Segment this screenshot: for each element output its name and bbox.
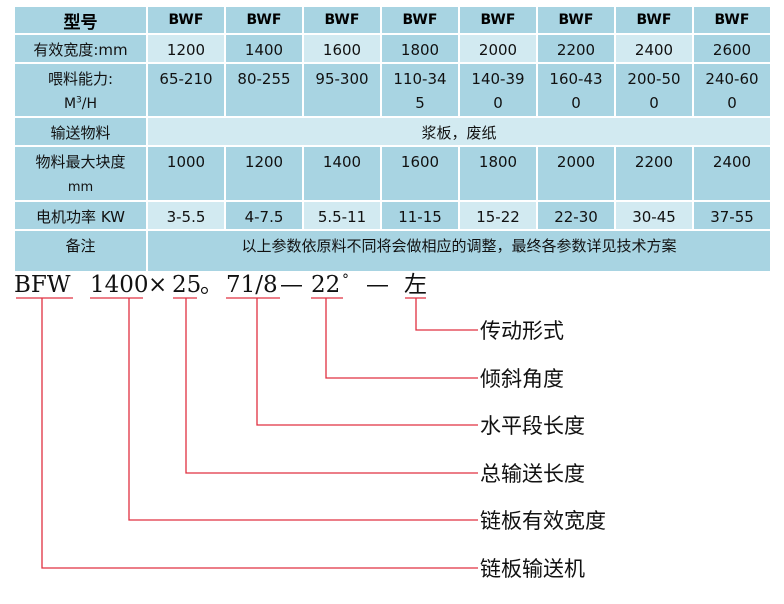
leader-line-width <box>90 297 478 521</box>
label-text: 喂料能力: <box>47 70 114 88</box>
cell: 1600 <box>304 35 380 62</box>
cell: 11-15 <box>382 202 458 229</box>
label-machine-type: 链板输送机 <box>480 557 585 581</box>
cell: 2400 <box>616 35 692 62</box>
row-label: 喂料能力: M3/H <box>15 64 146 116</box>
model-cell: BWF <box>460 7 536 33</box>
row-label: 有效宽度:mm <box>15 35 146 62</box>
cell: 1800 <box>382 35 458 62</box>
cell: 1000 <box>148 147 224 200</box>
cell: 2000 <box>538 147 614 200</box>
cell: 110-34 5 <box>382 64 458 116</box>
table-row-note: 备注 以上参数依原料不同将会做相应的调整，最终各参数详见技术方案 <box>15 231 770 271</box>
table-row-lump: 物料最大块度 mm 1000 1200 1400 1600 1800 2000 2… <box>15 147 770 200</box>
code-times: × <box>148 272 167 298</box>
leader-line-angle <box>311 297 478 379</box>
cell: 2200 <box>616 147 692 200</box>
label-incline-angle: 倾斜角度 <box>480 367 564 391</box>
cell: 200-50 0 <box>616 64 692 116</box>
cell: 240-60 0 <box>694 64 770 116</box>
leader-line-length <box>173 297 478 474</box>
table-row-model: 型号 BWF BWF BWF BWF BWF BWF BWF BWF <box>15 7 770 33</box>
cell: 1400 <box>226 35 302 62</box>
cell: 37-55 <box>694 202 770 229</box>
note-cell: 以上参数依原料不同将会做相应的调整，最终各参数详见技术方案 <box>148 231 770 271</box>
code-drive: 左 <box>404 272 427 298</box>
row-label: 型号 <box>15 7 146 33</box>
code-angle: 22 <box>311 272 340 298</box>
leader-line-horizontal <box>226 297 478 426</box>
cell: 2600 <box>694 35 770 62</box>
code-width: 1400 <box>90 272 149 298</box>
label-text: 物料最大块度 <box>35 153 126 171</box>
cell: 1400 <box>304 147 380 200</box>
cell: 15-22 <box>460 202 536 229</box>
cell: 140-39 0 <box>460 64 536 116</box>
code-dash: — <box>280 272 303 298</box>
model-cell: BWF <box>538 7 614 33</box>
row-label: 备注 <box>15 231 146 271</box>
table-row-width: 有效宽度:mm 1200 1400 1600 1800 2000 2200 24… <box>15 35 770 62</box>
unit-rest: /H <box>81 96 98 112</box>
model-code-diagram: BFW 1400 × 25 。 71/8 — 22 ° — 左 传动形式 倾斜角… <box>14 272 606 581</box>
code-length: 25 <box>172 272 201 298</box>
code-dash2: — <box>366 272 389 298</box>
label-effective-width: 链板有效宽度 <box>480 509 606 533</box>
model-cell: BWF <box>226 7 302 33</box>
cell: 1600 <box>382 147 458 200</box>
cell: 80-255 <box>226 64 302 116</box>
code-dot: 。 <box>200 272 223 298</box>
cell: 95-300 <box>304 64 380 116</box>
cell: 1200 <box>226 147 302 200</box>
cell: 22-30 <box>538 202 614 229</box>
unit-main: M <box>63 96 77 112</box>
row-label: 电机功率 KW <box>15 202 146 229</box>
cell: 65-210 <box>148 64 224 116</box>
model-cell: BWF <box>616 7 692 33</box>
row-label: 输送物料 <box>15 118 146 145</box>
model-cell: BWF <box>304 7 380 33</box>
cell: 1800 <box>460 147 536 200</box>
row-label: 物料最大块度 mm <box>15 147 146 200</box>
cell: 160-43 0 <box>538 64 614 116</box>
unit-text: mm <box>67 180 94 195</box>
unit-text: M3/H <box>64 96 97 112</box>
cell: 2200 <box>538 35 614 62</box>
code-bfw: BFW <box>14 272 71 298</box>
code-degree: ° <box>342 272 349 288</box>
leader-line-drive <box>405 297 478 331</box>
cell: 2400 <box>694 147 770 200</box>
cell: 3-5.5 <box>148 202 224 229</box>
table-row-capacity: 喂料能力: M3/H 65-210 80-255 95-300 110-34 5 … <box>15 64 770 116</box>
table-row-power: 电机功率 KW 3-5.5 4-7.5 5.5-11 11-15 15-22 2… <box>15 202 770 229</box>
cell: 1200 <box>148 35 224 62</box>
table-row-material: 输送物料 浆板，废纸 <box>15 118 770 145</box>
cell: 4-7.5 <box>226 202 302 229</box>
label-horizontal-length: 水平段长度 <box>480 414 585 438</box>
material-cell: 浆板，废纸 <box>148 118 770 145</box>
cell: 30-45 <box>616 202 692 229</box>
model-cell: BWF <box>694 7 770 33</box>
label-total-length: 总输送长度 <box>480 462 585 486</box>
spec-table: 型号 BWF BWF BWF BWF BWF BWF BWF BWF 有效宽度:… <box>13 5 772 273</box>
model-cell: BWF <box>148 7 224 33</box>
leader-line-type <box>16 297 478 569</box>
code-horizontal: 71/8 <box>226 272 278 298</box>
model-cell: BWF <box>382 7 458 33</box>
model-code: BFW 1400 × 25 。 71/8 — 22 ° — 左 <box>14 272 427 298</box>
cell: 2000 <box>460 35 536 62</box>
unit-sup: 3 <box>76 95 82 106</box>
label-drive-form: 传动形式 <box>480 319 564 343</box>
cell: 5.5-11 <box>304 202 380 229</box>
leader-lines <box>16 297 478 569</box>
